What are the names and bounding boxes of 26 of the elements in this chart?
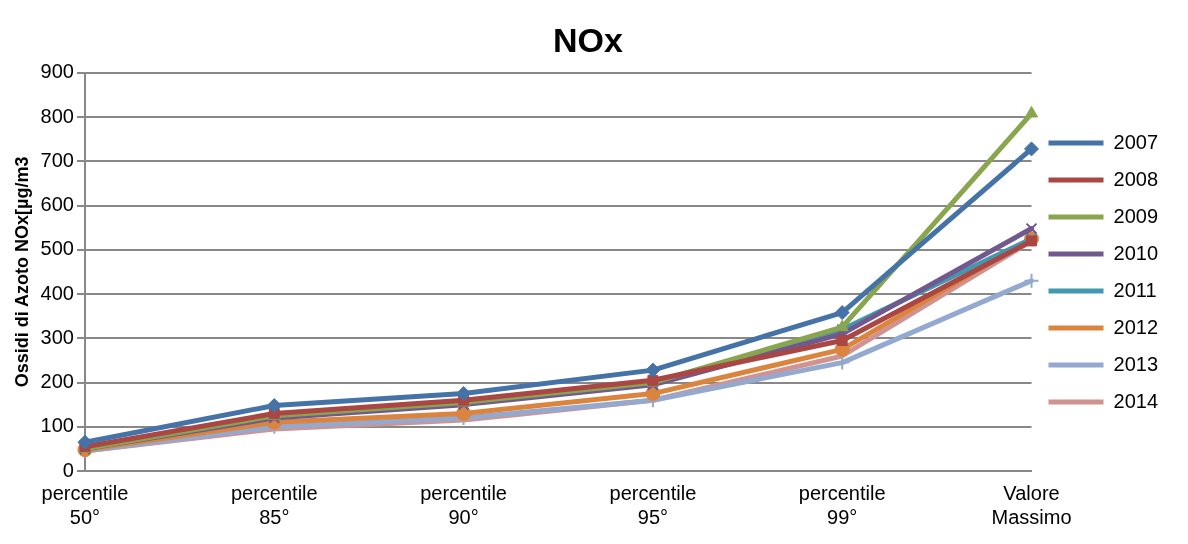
chart-title: NOx [553,20,624,59]
legend-label: 2010 [1113,241,1159,264]
y-tick-label: 700 [40,148,74,171]
y-tick-label: 200 [40,370,74,393]
legend-label: 2011 [1113,278,1157,301]
legend-label: 2013 [1113,352,1159,375]
legend-label: 2007 [1113,130,1159,153]
x-tick-label: percentile 90° [420,481,507,528]
y-tick-label: 800 [40,104,74,127]
legend-label: 2008 [1113,167,1159,190]
y-tick-label: 300 [40,325,74,348]
legend-label: 2009 [1113,204,1159,227]
y-tick-label: 600 [40,193,74,216]
legend-label: 2014 [1113,389,1159,412]
legend-label: 2012 [1113,315,1159,338]
x-tick-label: percentile 50° [41,481,129,528]
x-tick-label: percentile 95° [609,481,697,528]
y-tick-label: 0 [62,458,74,481]
x-tick-label: percentile 85° [230,481,318,528]
y-tick-label: 400 [40,281,74,304]
y-axis-title: Ossidi di Azoto NOx[µg/m3 [11,156,32,388]
y-tick-label: 500 [40,237,74,260]
y-tick-label: 100 [40,414,74,437]
x-tick-label: Valore Massimo [991,481,1072,528]
x-tick-label: percentile 99° [798,481,886,528]
y-tick-label: 900 [40,60,74,83]
